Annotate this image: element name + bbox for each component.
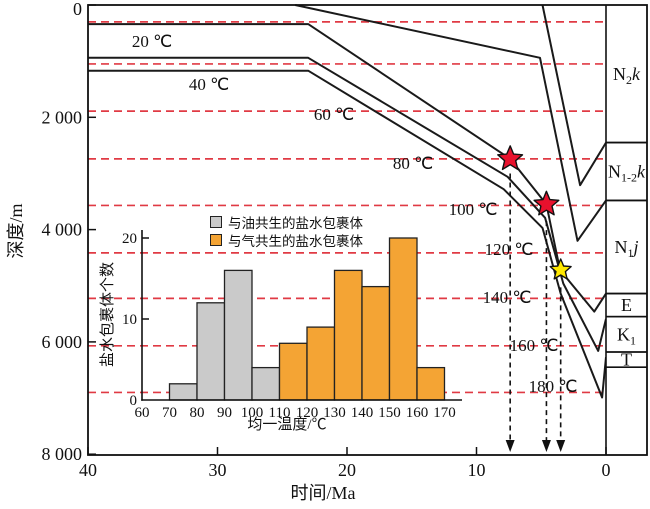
x-tick-label: 10 bbox=[468, 460, 486, 480]
strat-column-mask bbox=[606, 5, 648, 455]
star-marker-icon bbox=[549, 258, 572, 280]
inset-x-tick-label: 80 bbox=[190, 405, 205, 421]
strat-label: N1-2k bbox=[608, 161, 646, 184]
burial-curve-horizon-1 bbox=[88, 23, 607, 313]
inset-x-tick-label: 160 bbox=[406, 405, 429, 421]
inset-y-tick-label: 0 bbox=[130, 393, 138, 409]
burial-curve-horizon-2 bbox=[88, 56, 607, 352]
inset-x-axis-title: 均一温度/℃ bbox=[247, 417, 327, 433]
oil-inclusion-swatch-icon bbox=[210, 216, 222, 228]
histogram-bar bbox=[168, 383, 198, 401]
isotherm-label: 120 ℃ bbox=[485, 240, 534, 259]
histogram-bar bbox=[278, 342, 308, 401]
burial-curve-horizon-3 bbox=[88, 69, 607, 399]
isotherm-label: 40 ℃ bbox=[189, 75, 229, 94]
inset-x-tick-label: 150 bbox=[378, 405, 401, 421]
y-tick-label: 0 bbox=[73, 0, 82, 19]
legend-row-gas: 与气共生的盐水包裹体 bbox=[210, 231, 363, 249]
main-y-axis-title: 深度/m bbox=[6, 203, 26, 259]
legend-label-gas: 与气共生的盐水包裹体 bbox=[228, 234, 363, 249]
histogram-bar bbox=[416, 366, 446, 401]
histogram-bar bbox=[333, 269, 363, 401]
inset-x-tick-label: 90 bbox=[217, 405, 232, 421]
y-tick-label: 2 000 bbox=[42, 107, 83, 127]
isotherm-label: 160 ℃ bbox=[510, 336, 559, 355]
strat-label: N2k bbox=[613, 64, 641, 87]
histogram-bar bbox=[196, 302, 226, 401]
inset-y-axis-title: 盐水包裹体个数 bbox=[100, 261, 116, 367]
inset-x-tick-label: 170 bbox=[433, 405, 456, 421]
strat-label: K1 bbox=[617, 324, 636, 347]
x-tick-label: 30 bbox=[209, 460, 227, 480]
star-marker-icon bbox=[497, 145, 524, 171]
legend-row-oil: 与油共生的盐水包裹体 bbox=[210, 213, 363, 231]
inset-x-tick-label: 110 bbox=[269, 405, 291, 421]
histogram-bar bbox=[251, 366, 281, 401]
isotherm-label: 100 ℃ bbox=[449, 200, 498, 219]
main-x-axis-title: 时间/Ma bbox=[290, 483, 356, 503]
inset-y-tick-label: 20 bbox=[122, 231, 137, 247]
burial-curve-horizon-5 bbox=[541, 4, 607, 187]
isotherm-label: 140 ℃ bbox=[483, 288, 532, 307]
y-tick-label: 6 000 bbox=[42, 332, 83, 352]
strat-label: N1j bbox=[614, 237, 638, 260]
arrow-head-icon bbox=[556, 440, 566, 452]
isotherm-label: 20 ℃ bbox=[132, 32, 172, 51]
burial-curve-horizon-4 bbox=[294, 4, 607, 242]
histogram-bar bbox=[388, 237, 418, 401]
inset-x-tick-label: 120 bbox=[296, 405, 319, 421]
strat-label: E bbox=[621, 295, 632, 315]
gas-inclusion-swatch-icon bbox=[210, 234, 222, 246]
inset-x-tick-label: 60 bbox=[135, 405, 150, 421]
arrow-head-icon bbox=[505, 440, 515, 452]
y-tick-label: 8 000 bbox=[42, 444, 83, 464]
x-tick-label: 20 bbox=[338, 460, 356, 480]
star-marker-icon bbox=[533, 190, 560, 216]
inset-y-tick-label: 10 bbox=[122, 312, 137, 328]
legend-label-oil: 与油共生的盐水包裹体 bbox=[228, 216, 363, 231]
inset-x-tick-label: 130 bbox=[323, 405, 346, 421]
inset-x-tick-label: 140 bbox=[351, 405, 374, 421]
inset-x-tick-label: 70 bbox=[162, 405, 177, 421]
inset-x-tick-label: 100 bbox=[241, 405, 264, 421]
inset-legend: 与油共生的盐水包裹体 与气共生的盐水包裹体 bbox=[210, 213, 363, 249]
y-tick-label: 4 000 bbox=[42, 220, 83, 240]
arrow-head-icon bbox=[541, 440, 551, 452]
histogram-bar bbox=[306, 326, 336, 401]
isotherm-label: 180 ℃ bbox=[529, 377, 578, 396]
histogram-bar bbox=[223, 269, 253, 401]
x-tick-label: 40 bbox=[79, 460, 97, 480]
isotherm-label: 60 ℃ bbox=[314, 105, 354, 124]
strat-label: T bbox=[621, 350, 632, 370]
x-tick-label: 0 bbox=[602, 460, 611, 480]
histogram-bar bbox=[361, 285, 391, 401]
isotherm-label: 80 ℃ bbox=[393, 154, 433, 173]
